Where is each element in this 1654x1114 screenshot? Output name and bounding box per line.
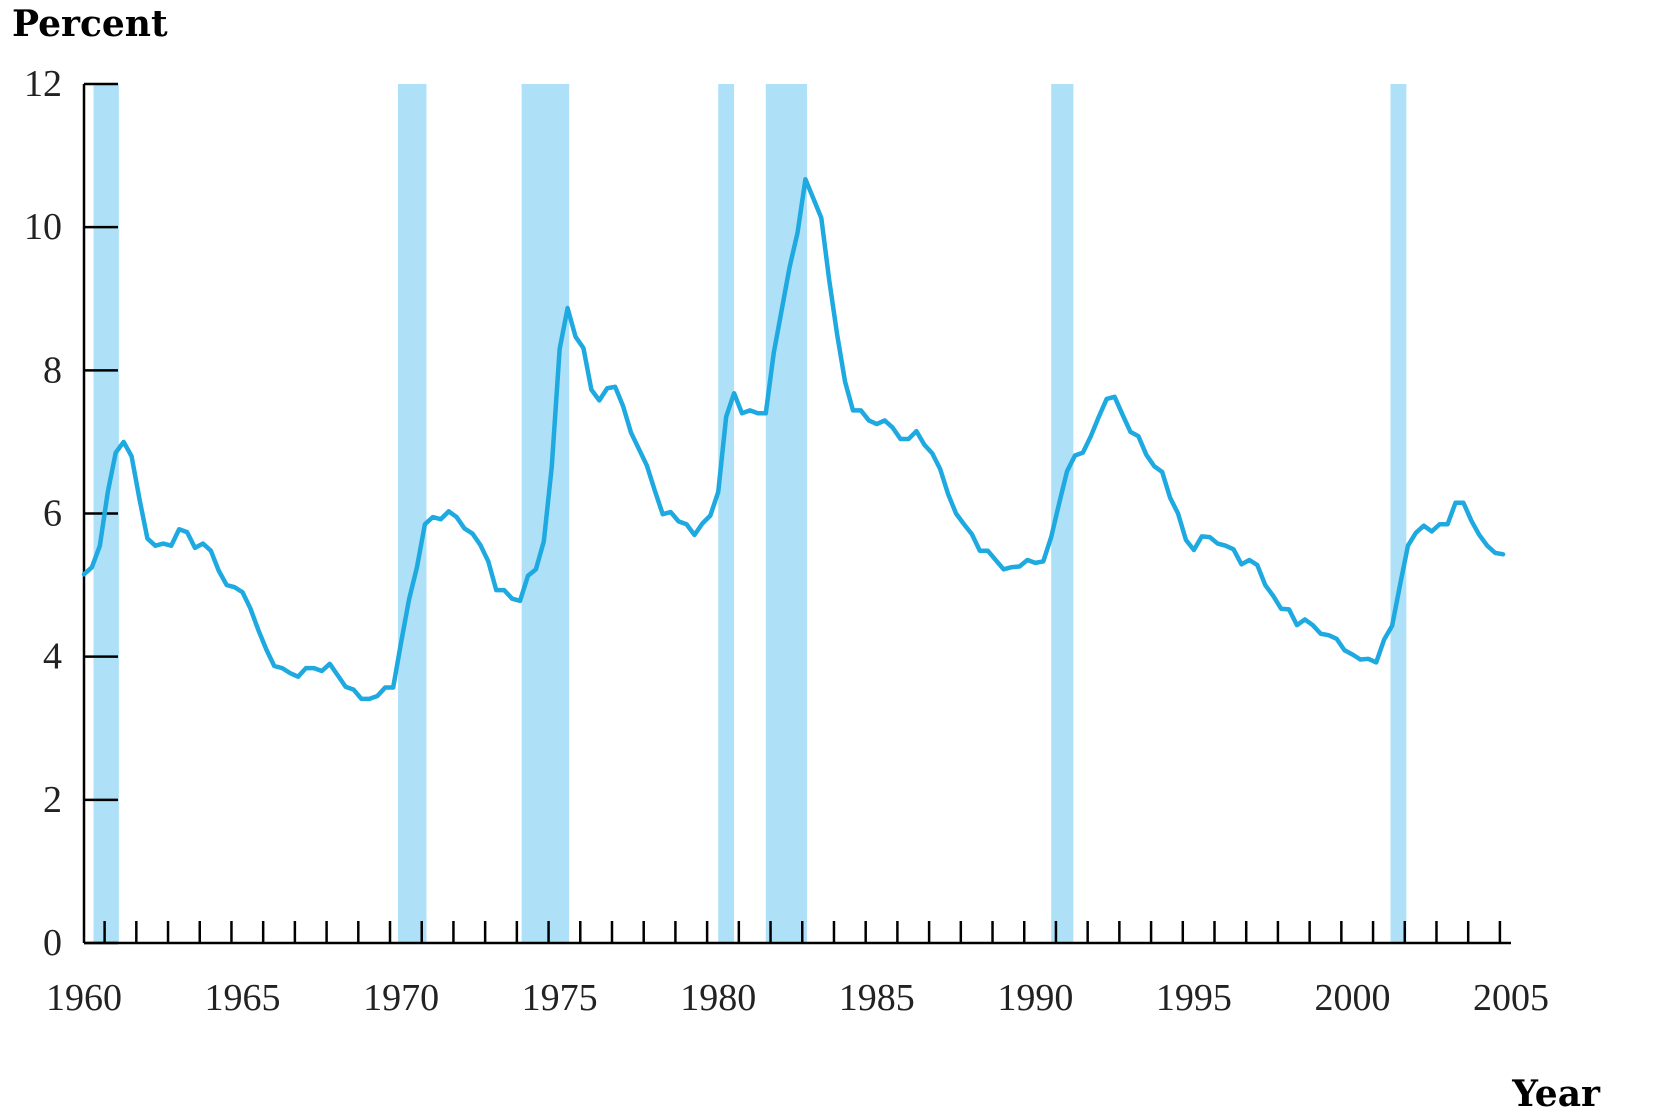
y-tick-label-4: 4 — [43, 636, 62, 678]
x-tick-label-1995: 1995 — [1156, 977, 1232, 1019]
x-tick-label-1965: 1965 — [205, 977, 281, 1019]
x-axis-title: Year — [1511, 1073, 1601, 1114]
recession-band-1 — [397, 84, 427, 943]
x-tick-label-1960: 1960 — [46, 977, 122, 1019]
x-tick-label-1985: 1985 — [839, 977, 915, 1019]
x-tick-label-1970: 1970 — [363, 977, 439, 1019]
y-tick-label-8: 8 — [43, 349, 62, 391]
y-tick-label-10: 10 — [24, 206, 62, 248]
x-tick-label-1980: 1980 — [680, 977, 756, 1019]
y-tick-label-2: 2 — [43, 779, 62, 821]
recession-shading-layer — [93, 84, 1407, 943]
recession-band-5 — [1051, 84, 1074, 943]
y-axis-title: Percent — [12, 3, 168, 45]
x-tick-label-2005: 2005 — [1473, 977, 1549, 1019]
series-layer — [81, 176, 1506, 702]
recession-band-6 — [1390, 84, 1407, 943]
y-tick-label-0: 0 — [43, 922, 62, 964]
x-tick-label-1975: 1975 — [522, 977, 598, 1019]
recession-band-3 — [718, 84, 735, 943]
y-tick-label-6: 6 — [43, 493, 62, 535]
series-line-0 — [81, 176, 1506, 702]
x-tick-label-2000: 2000 — [1314, 977, 1390, 1019]
ticks-layer: 0 2 4 6 8 10 12 1960 1965 1970 1975 1980 1985 1990 199… — [24, 63, 1549, 1019]
x-tick-label-1990: 1990 — [997, 977, 1073, 1019]
y-tick-label-12: 12 — [24, 63, 62, 105]
